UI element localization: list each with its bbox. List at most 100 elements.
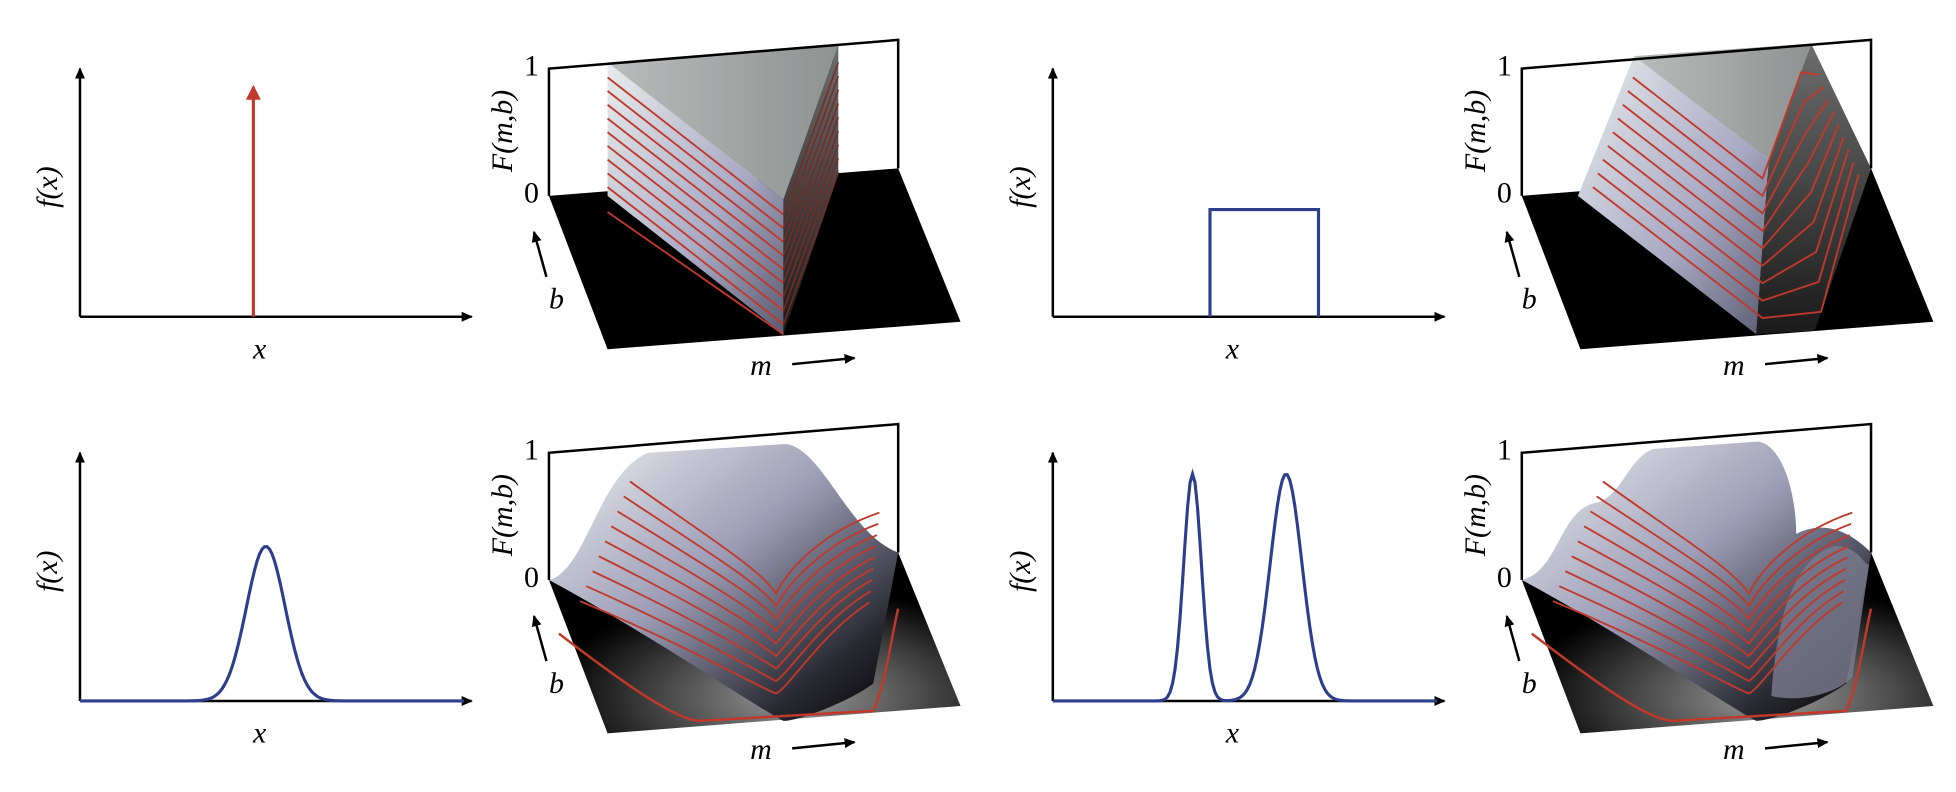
contour bbox=[1602, 480, 1853, 596]
contour bbox=[782, 130, 840, 284]
contour bbox=[606, 172, 785, 312]
contour bbox=[1602, 149, 1850, 285]
m-label: m bbox=[750, 349, 772, 382]
z-tick-label: 1 bbox=[1497, 434, 1512, 467]
contour bbox=[623, 495, 879, 608]
panel: 1 0F(m,b) b m bbox=[1459, 38, 1934, 382]
m-label: m bbox=[750, 733, 772, 766]
contour bbox=[1589, 510, 1851, 621]
contour bbox=[1622, 99, 1830, 215]
z-axis-label: F(m,b) bbox=[1459, 474, 1492, 557]
z-axis-label: F(m,b) bbox=[486, 474, 519, 557]
panel: f(x) x bbox=[1004, 67, 1446, 366]
x-axis-label: x bbox=[252, 333, 267, 366]
contour bbox=[610, 525, 877, 633]
signal-curve bbox=[1052, 468, 1437, 703]
contour bbox=[1612, 124, 1840, 250]
contour bbox=[606, 76, 785, 216]
contour bbox=[1617, 111, 1835, 233]
contour bbox=[782, 158, 840, 311]
contour bbox=[604, 540, 875, 645]
m-arrow bbox=[792, 353, 856, 366]
b-label: b bbox=[1522, 283, 1537, 316]
contour bbox=[782, 75, 840, 229]
surface bbox=[548, 444, 899, 721]
surface-top bbox=[607, 43, 839, 200]
surface-top bbox=[1634, 43, 1812, 160]
contour bbox=[782, 144, 840, 298]
y-axis-label: f(x) bbox=[1004, 550, 1037, 592]
box-frame bbox=[547, 38, 900, 196]
contour bbox=[782, 116, 840, 270]
contour bbox=[1577, 540, 1848, 645]
contour bbox=[585, 585, 872, 683]
box-frame bbox=[1520, 38, 1873, 196]
b-arrow bbox=[531, 614, 548, 662]
contour bbox=[592, 570, 873, 670]
z-axis-label: F(m,b) bbox=[1459, 90, 1492, 173]
m-arrow bbox=[1764, 738, 1829, 750]
contour bbox=[1583, 525, 1849, 633]
m-label: m bbox=[1723, 349, 1745, 382]
surface-left bbox=[607, 62, 784, 335]
contour bbox=[1597, 161, 1855, 302]
m-label: m bbox=[1723, 733, 1745, 766]
panel: f(x) x bbox=[31, 67, 473, 366]
x-axis-label: x bbox=[1225, 333, 1240, 366]
signal-curve bbox=[79, 545, 465, 703]
box-signal bbox=[1208, 207, 1321, 317]
contour bbox=[606, 104, 785, 243]
contour bbox=[1632, 71, 1819, 180]
contour bbox=[1592, 174, 1860, 320]
contour bbox=[606, 158, 785, 298]
m-arrow bbox=[792, 738, 856, 750]
contour bbox=[617, 510, 878, 621]
contour bbox=[579, 600, 870, 695]
y-axis-label: f(x) bbox=[1004, 166, 1037, 208]
z-tick-label: 0 bbox=[524, 177, 539, 210]
b-label: b bbox=[549, 667, 564, 700]
contour bbox=[1552, 600, 1843, 695]
z-tick-label: 0 bbox=[524, 561, 539, 594]
b-arrow bbox=[1504, 230, 1521, 278]
contour bbox=[606, 145, 785, 284]
z-tick-label: 0 bbox=[1497, 561, 1512, 594]
contour bbox=[1565, 570, 1846, 670]
b-arrow bbox=[531, 230, 548, 278]
box-frame bbox=[1520, 422, 1873, 580]
panel: 1 0F(m,b) b m bbox=[486, 38, 961, 382]
b-label: b bbox=[1522, 667, 1537, 700]
y-axis-label: f(x) bbox=[31, 166, 64, 208]
contour bbox=[1531, 608, 1873, 723]
contour bbox=[1627, 86, 1825, 198]
box-frame bbox=[547, 422, 900, 580]
b-label: b bbox=[549, 283, 564, 316]
surface-bump bbox=[1771, 546, 1872, 699]
contour bbox=[606, 117, 785, 257]
b-arrow bbox=[1504, 614, 1521, 662]
z-tick-label: 1 bbox=[1497, 49, 1512, 82]
contour bbox=[1558, 585, 1845, 683]
m-arrow bbox=[1764, 353, 1829, 366]
contour bbox=[1607, 136, 1845, 267]
contour bbox=[782, 103, 840, 256]
x-axis-label: x bbox=[252, 717, 267, 750]
z-tick-label: 1 bbox=[524, 49, 539, 82]
contour bbox=[606, 186, 785, 326]
z-tick-label: 0 bbox=[1497, 177, 1512, 210]
y-axis-label: f(x) bbox=[31, 550, 64, 592]
panel: f(x) x bbox=[1004, 451, 1446, 750]
z-tick-label: 1 bbox=[524, 434, 539, 467]
x-axis-label: x bbox=[1225, 717, 1240, 750]
contour bbox=[558, 608, 900, 723]
contour bbox=[606, 90, 785, 229]
contour bbox=[1596, 495, 1852, 608]
contour bbox=[606, 131, 785, 271]
z-axis-label: F(m,b) bbox=[486, 90, 519, 173]
panel: f(x) x bbox=[31, 451, 473, 750]
panel: 1 0F(m,b) b m bbox=[486, 422, 961, 766]
contour bbox=[782, 89, 840, 243]
contour bbox=[598, 555, 874, 658]
contour bbox=[782, 171, 840, 325]
